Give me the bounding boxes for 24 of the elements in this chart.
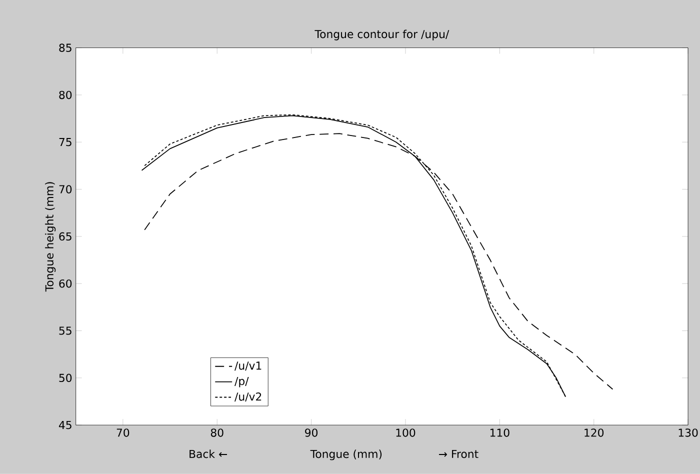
y-tick-label: 55	[59, 326, 72, 335]
legend-label: /p/	[234, 377, 249, 388]
y-tick-label: 45	[58, 421, 72, 430]
y-tick-label: 80	[59, 90, 72, 100]
legend-label: /u/v2	[234, 392, 262, 402]
y-tick-label: 65	[59, 232, 72, 241]
x-tick-label: 80	[210, 428, 224, 437]
x-axis-title: Tongue (mm)	[310, 450, 382, 460]
text: Back ←	[190, 450, 227, 458]
y-axis-title: Tongue height (mm)	[45, 182, 56, 292]
text: → Front	[438, 450, 478, 458]
y-tick-label: 70	[59, 185, 72, 194]
x-tick-label: 70	[116, 428, 130, 437]
chart-title: Tongue contour for /upu/	[314, 30, 450, 40]
x-tick-label: 110	[490, 428, 510, 437]
x-tick-label: 90	[305, 428, 318, 437]
y-tick-label: 60	[59, 280, 72, 288]
legend-label: /u/v1	[234, 362, 262, 371]
y-tick-label: 50	[59, 374, 72, 382]
x-tick-label: 120	[584, 428, 604, 437]
y-tick-label: 75	[59, 138, 72, 146]
x-tick-label: 130	[678, 428, 698, 437]
x-tick-label: 100	[396, 428, 416, 437]
y-tick-label: 85	[59, 44, 72, 52]
